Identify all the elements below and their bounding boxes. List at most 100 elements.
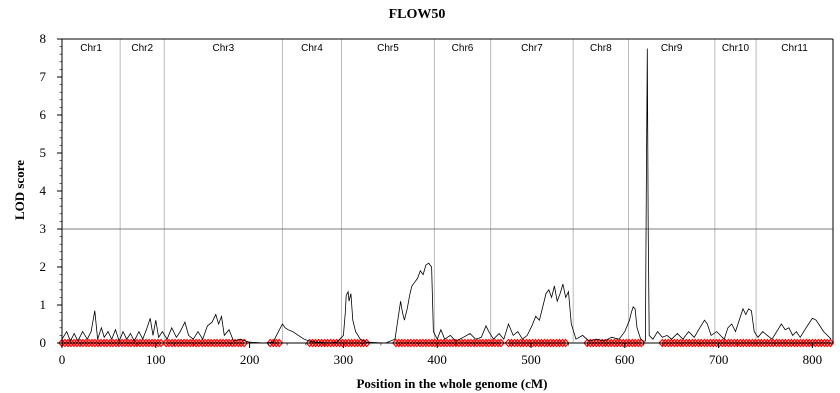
marker-point bbox=[73, 338, 81, 348]
marker-point bbox=[814, 338, 823, 348]
marker-point bbox=[793, 338, 802, 348]
marker-point bbox=[811, 338, 820, 348]
marker-point bbox=[482, 338, 490, 348]
marker-point bbox=[494, 338, 502, 348]
marker-point bbox=[823, 338, 832, 348]
marker-point bbox=[415, 338, 424, 348]
marker-point bbox=[622, 338, 631, 348]
marker-point bbox=[592, 338, 601, 348]
marker-point bbox=[103, 338, 111, 348]
marker-point bbox=[703, 338, 712, 348]
marker-point bbox=[748, 338, 757, 348]
marker-point bbox=[473, 338, 481, 348]
x-tick-label: 200 bbox=[240, 352, 260, 367]
y-tick-label: 1 bbox=[40, 297, 47, 312]
marker-point bbox=[607, 338, 616, 348]
marker-point bbox=[760, 338, 769, 348]
marker-point bbox=[100, 338, 108, 348]
marker-point bbox=[195, 338, 204, 348]
marker-point bbox=[323, 338, 332, 348]
marker-point bbox=[519, 338, 528, 348]
marker-point bbox=[451, 338, 460, 348]
marker-point bbox=[266, 338, 275, 348]
marker-point bbox=[350, 338, 359, 348]
marker-point bbox=[201, 338, 210, 348]
marker-point bbox=[528, 338, 537, 348]
marker-point bbox=[198, 338, 207, 348]
marker-point bbox=[513, 338, 522, 348]
marker-point bbox=[427, 338, 436, 348]
marker-point bbox=[272, 338, 281, 348]
marker-point bbox=[634, 338, 643, 348]
marker-point bbox=[88, 338, 96, 348]
y-tick-label: 5 bbox=[40, 145, 47, 160]
marker-point bbox=[661, 338, 670, 348]
axes bbox=[61, 38, 834, 344]
marker-point bbox=[820, 338, 829, 348]
marker-point bbox=[94, 338, 102, 348]
x-tick-label: 600 bbox=[615, 352, 635, 367]
marker-point bbox=[778, 338, 787, 348]
marker-point bbox=[157, 338, 165, 348]
marker-point bbox=[552, 338, 561, 348]
marker-point bbox=[457, 338, 466, 348]
marker-point bbox=[461, 338, 469, 348]
marker-point bbox=[436, 338, 445, 348]
marker-point bbox=[115, 338, 123, 348]
marker-point bbox=[736, 338, 745, 348]
y-tick-label: 8 bbox=[40, 31, 47, 46]
marker-point bbox=[70, 338, 78, 348]
marker-point bbox=[320, 338, 329, 348]
marker-point bbox=[583, 338, 592, 348]
marker-point bbox=[329, 338, 338, 348]
marker-point bbox=[479, 338, 487, 348]
marker-point bbox=[772, 338, 781, 348]
marker-point bbox=[165, 338, 174, 348]
marker-point bbox=[448, 338, 457, 348]
marker-point bbox=[543, 338, 552, 348]
marker-point bbox=[715, 338, 724, 348]
marker-point bbox=[724, 338, 733, 348]
marker-point bbox=[534, 338, 543, 348]
x-tick-label: 500 bbox=[521, 352, 541, 367]
marker-point bbox=[112, 338, 120, 348]
marker-point bbox=[467, 338, 475, 348]
marker-point bbox=[485, 338, 493, 348]
y-tick-label: 3 bbox=[40, 221, 47, 236]
marker-point bbox=[546, 338, 555, 348]
marker-point bbox=[685, 338, 694, 348]
marker-point bbox=[210, 338, 219, 348]
marker-point bbox=[237, 338, 246, 348]
x-tick-label: 400 bbox=[427, 352, 447, 367]
marker-point bbox=[189, 338, 198, 348]
marker-point bbox=[610, 338, 619, 348]
marker-point bbox=[763, 338, 772, 348]
marker-point bbox=[362, 338, 371, 348]
marker-point bbox=[118, 338, 126, 348]
marker-point bbox=[439, 338, 448, 348]
marker-point bbox=[549, 338, 558, 348]
marker-point bbox=[127, 338, 135, 348]
x-tick-label: 0 bbox=[59, 352, 66, 367]
marker-point bbox=[507, 338, 516, 348]
marker-point bbox=[142, 338, 150, 348]
marker-point bbox=[733, 338, 742, 348]
marker-point bbox=[673, 338, 682, 348]
y-tick-label: 2 bbox=[40, 259, 47, 274]
marker-point bbox=[85, 338, 93, 348]
marker-point bbox=[790, 338, 799, 348]
marker-point bbox=[751, 338, 760, 348]
marker-point bbox=[805, 338, 814, 348]
marker-point bbox=[219, 338, 228, 348]
marker-point bbox=[537, 338, 546, 348]
marker-point bbox=[61, 338, 69, 348]
marker-group bbox=[58, 338, 835, 348]
chart-title: FLOW50 bbox=[389, 7, 446, 22]
marker-point bbox=[595, 338, 604, 348]
marker-point bbox=[154, 338, 162, 348]
marker-point bbox=[332, 338, 341, 348]
chromosome-label: Chr1 bbox=[80, 43, 102, 54]
marker-point bbox=[497, 338, 505, 348]
marker-point bbox=[454, 338, 463, 348]
chromosome-label: Chr4 bbox=[301, 43, 323, 54]
